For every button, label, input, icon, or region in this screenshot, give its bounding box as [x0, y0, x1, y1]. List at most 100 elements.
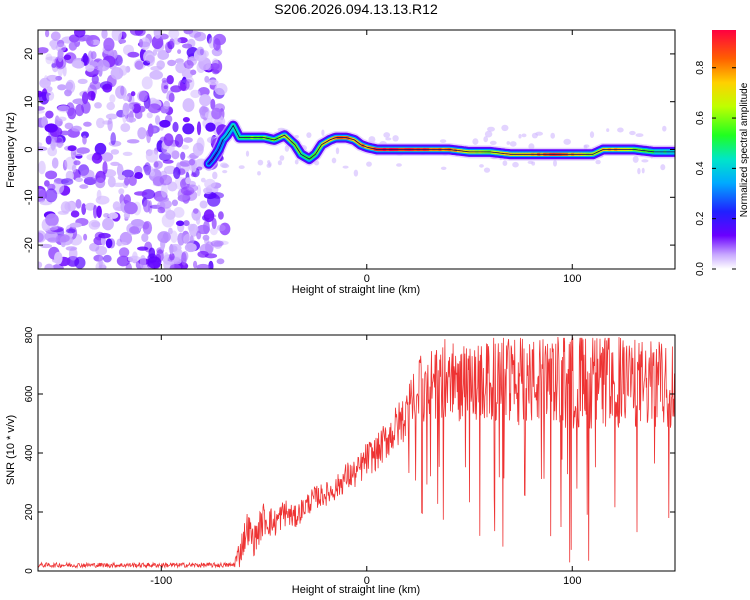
noise-blob: [101, 30, 108, 39]
noise-blob: [77, 78, 88, 84]
noise-blob: [45, 135, 52, 145]
noise-blob: [73, 160, 81, 166]
ridge-line: [208, 124, 675, 165]
noise-blob: [149, 70, 163, 80]
noise-blob: [157, 231, 171, 243]
noise-blob: [168, 30, 180, 39]
noise-blob: [103, 213, 110, 218]
noise-blob: [45, 30, 50, 38]
bottom-x-axis-label: Height of straight line (km): [292, 584, 420, 596]
noise-blob: [366, 161, 372, 167]
noise-blob: [75, 104, 85, 117]
noise-blob: [142, 221, 153, 235]
top-x-axis-label: Height of straight line (km): [292, 284, 420, 296]
noise-blob: [117, 174, 126, 181]
noise-blob: [75, 177, 83, 183]
noise-blob: [197, 87, 210, 97]
noise-blob: [106, 102, 115, 111]
y-tick-label: 10: [23, 96, 35, 108]
noise-blob: [172, 37, 182, 45]
noise-blob: [169, 252, 175, 261]
noise-blob: [124, 103, 135, 112]
noise-blob: [55, 43, 67, 53]
noise-blob: [38, 261, 43, 269]
noise-blob: [169, 243, 174, 255]
colorbar-label: Normalized spectral amplitude: [739, 82, 750, 217]
noise-blob: [222, 170, 228, 174]
noise-blob: [91, 153, 103, 164]
noise-blob: [71, 164, 77, 173]
noise-blob: [202, 234, 210, 241]
noise-blob: [172, 121, 179, 133]
noise-blob: [218, 211, 224, 220]
noise-blob: [51, 264, 64, 269]
noise-blob: [74, 30, 86, 38]
noise-blob: [204, 178, 216, 189]
noise-blob: [157, 50, 170, 60]
noise-blob: [163, 133, 174, 147]
noise-blob: [68, 247, 78, 261]
noise-blob: [509, 141, 517, 147]
noise-blob: [57, 49, 64, 59]
noise-blob: [169, 264, 181, 269]
noise-blob: [204, 75, 210, 83]
noise-blob: [153, 160, 163, 169]
noise-blob: [137, 127, 147, 140]
colorbar: 0.0 0.2 0.4 0.6 0.8 Normalized spectral ampl…: [695, 30, 750, 276]
noise-blob: [141, 76, 153, 90]
noise-blob: [210, 98, 216, 110]
noise-blob: [188, 223, 199, 237]
noise-blob: [487, 126, 495, 132]
noise-blob: [108, 212, 119, 219]
noise-blob: [102, 217, 114, 231]
noise-blob: [102, 83, 113, 93]
noise-blob: [479, 164, 484, 168]
noise-blob: [76, 147, 90, 154]
noise-blob: [194, 31, 207, 42]
noise-blob: [124, 176, 130, 186]
noise-blob: [662, 125, 667, 132]
noise-blob: [138, 38, 143, 48]
noise-blob: [50, 138, 56, 151]
x-tick-label: -100: [150, 575, 172, 587]
noise-blob: [82, 91, 89, 105]
noise-blob: [489, 140, 497, 145]
noise-blob: [595, 159, 601, 165]
noise-blob: [122, 169, 134, 178]
noise-blob: [123, 201, 138, 215]
noise-blob: [203, 187, 213, 195]
y-tick-label: 200: [24, 503, 35, 520]
noise-blob: [245, 150, 250, 157]
noise-blob: [335, 147, 340, 155]
x-tick-label: 0: [364, 273, 370, 285]
noise-blob: [143, 199, 151, 213]
noise-blob: [128, 175, 137, 186]
noise-blob: [115, 241, 128, 246]
noise-blob: [82, 135, 87, 145]
noise-blob: [383, 132, 391, 138]
colorbar-tick-label: 0.2: [695, 211, 706, 225]
noise-blob: [267, 160, 271, 164]
noise-blob: [181, 79, 193, 84]
noise-blob: [212, 171, 218, 180]
noise-blob: [125, 262, 132, 269]
noise-blob: [502, 160, 508, 166]
noise-blob: [306, 132, 312, 139]
noise-blob: [147, 123, 154, 137]
noise-blob: [38, 189, 47, 200]
noise-blob: [177, 49, 182, 54]
noise-blob: [210, 227, 218, 236]
noise-blob: [518, 134, 522, 139]
noise-blob: [110, 132, 116, 146]
colorbar-tick-label: 0.6: [695, 111, 706, 125]
noise-blob: [182, 123, 195, 135]
noise-blob: [161, 80, 169, 94]
noise-blob: [161, 142, 175, 155]
noise-blob: [116, 255, 130, 267]
top-x-ticks: -100 0 100: [150, 30, 581, 285]
noise-blob: [168, 92, 175, 103]
noise-blob: [97, 59, 110, 72]
noise-blob: [147, 256, 162, 269]
noise-blob: [126, 117, 137, 123]
noise-blob: [183, 60, 194, 69]
